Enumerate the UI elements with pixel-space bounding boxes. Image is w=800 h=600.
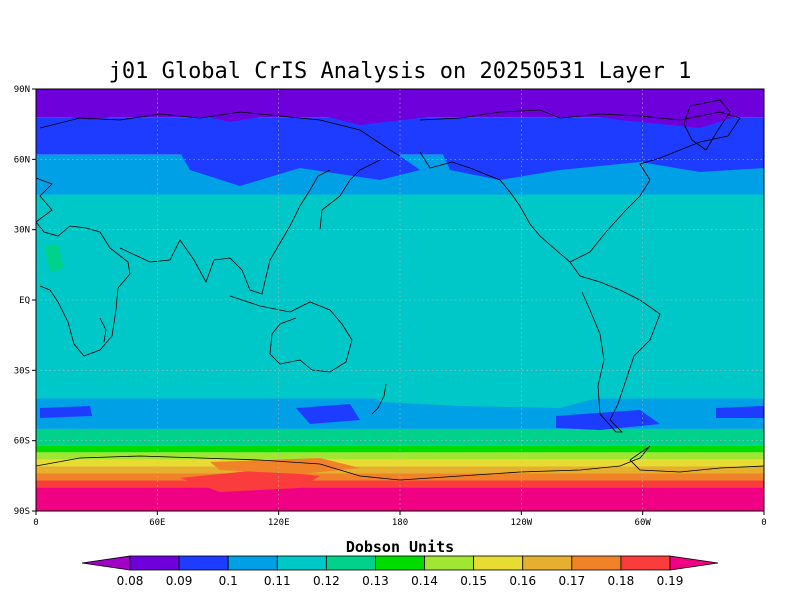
- atlantic-blue-patch: [440, 140, 764, 180]
- atlantic-cyan-patch: [640, 244, 760, 284]
- colorbar-level-label: 0.15: [460, 574, 487, 588]
- x-tick-label: 0: [761, 518, 766, 528]
- lat-band-6: [36, 445, 764, 453]
- lat-band-9: [36, 466, 764, 474]
- lat-band-7: [36, 452, 764, 460]
- colorbar-level-label: 0.11: [264, 574, 291, 588]
- south-blue-patch-1: [40, 406, 92, 418]
- colorbar-box: [522, 555, 573, 571]
- colorbar-box: [375, 555, 425, 571]
- colorbar-box: [129, 555, 180, 571]
- antarctic-peak-patch: [180, 470, 320, 492]
- colorbar-box: [178, 555, 229, 571]
- south-blue-patch-4: [716, 406, 764, 418]
- colorbar-box: [276, 555, 327, 571]
- south-blue-patch-3: [556, 410, 660, 430]
- colorbar-box: [620, 555, 671, 571]
- ozone-features: [36, 89, 764, 492]
- colorbar-high-extend: [669, 555, 719, 571]
- antarctic-orange-patch: [210, 458, 360, 474]
- y-tick-label: 90S: [14, 507, 30, 517]
- africa-cyan-patch: [40, 200, 210, 270]
- south-blue-patch-2: [296, 404, 360, 424]
- colorbar-box: [424, 555, 475, 571]
- y-tick-label: 90N: [14, 85, 30, 95]
- south-indian-cyan-patch: [40, 338, 300, 390]
- lat-band-11: [36, 480, 764, 488]
- y-tick-label: 60S: [14, 437, 30, 447]
- y-tick-label: 30N: [14, 226, 30, 236]
- south-pacific-cyan-patch: [360, 360, 620, 408]
- grid-lines: [36, 89, 764, 511]
- lat-band-5: [36, 428, 764, 446]
- y-tick-label: 60N: [14, 155, 30, 165]
- colorbar-level-label: 0.12: [313, 574, 340, 588]
- colorbar-level-label: 0.13: [362, 574, 389, 588]
- x-tick-label: 120E: [268, 518, 290, 528]
- x-tick-label: 120W: [510, 518, 532, 528]
- colorbar-level-label: 0.14: [411, 574, 438, 588]
- colorbar-level-label: 0.19: [657, 574, 684, 588]
- colorbar-level-label: 0.18: [608, 574, 635, 588]
- colorbar-box: [325, 555, 376, 571]
- y-tick-label: EQ: [19, 296, 30, 306]
- x-tick-label: 60W: [635, 518, 652, 528]
- colorbar-level-label: 0.16: [509, 574, 536, 588]
- y-tick-label: 30S: [14, 366, 30, 376]
- chart-title: j01 Global CrIS Analysis on 20250531 Lay…: [109, 59, 692, 84]
- arabia-green-patch: [44, 244, 64, 272]
- colorbar: 0.08 0.09 0.1 0.11 0.12 0.13 0.14 0.15 0.16 0.17 0…: [81, 555, 719, 588]
- x-tick-label: 180: [392, 518, 408, 528]
- x-tick-label: 0: [33, 518, 38, 528]
- colorbar-box: [227, 555, 278, 571]
- x-tick-label: 60E: [149, 518, 165, 528]
- colorbar-level-label: 0.17: [558, 574, 585, 588]
- coastlines: [35, 99, 765, 481]
- colorbar-title: Dobson Units: [346, 538, 454, 556]
- colorbar-low-extend: [81, 555, 131, 571]
- colorbar-box: [473, 555, 524, 571]
- colorbar-level-label: 0.09: [166, 574, 193, 588]
- colorbar-level-label: 0.1: [219, 574, 238, 588]
- australia-cyan-patch: [270, 314, 380, 368]
- colorbar-level-label: 0.08: [117, 574, 144, 588]
- colorbar-box: [571, 555, 622, 571]
